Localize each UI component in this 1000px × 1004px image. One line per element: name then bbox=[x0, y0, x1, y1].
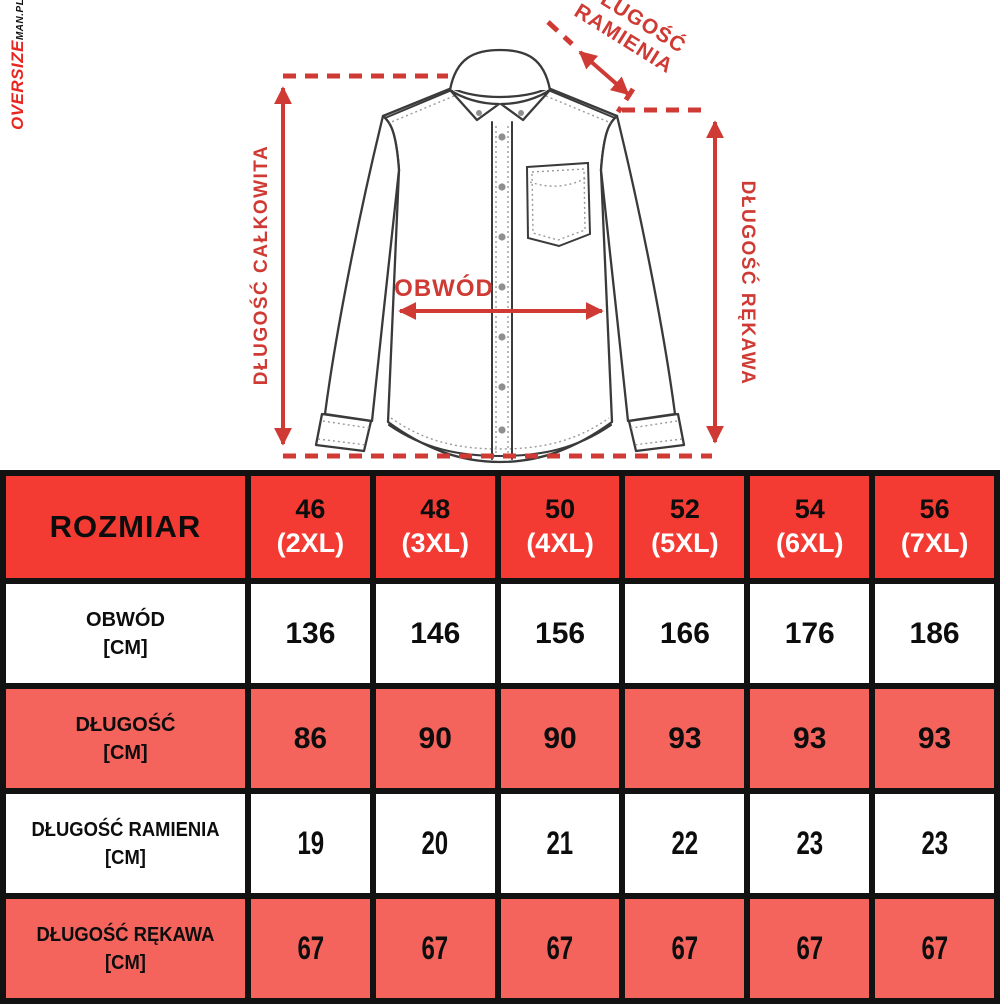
measurement-value: 166 bbox=[619, 578, 751, 689]
size-column-header: 56 (7XL) bbox=[869, 470, 1000, 584]
measurement-value: 67 bbox=[744, 893, 876, 1004]
shoulder-guide-upper bbox=[546, 20, 574, 46]
total-length-label: DŁUGOŚĆ CAŁKOWITA bbox=[250, 145, 272, 385]
measurement-value: 186 bbox=[869, 578, 1000, 689]
shirt-drawing bbox=[314, 48, 686, 464]
shirt-sleeve-left bbox=[323, 114, 401, 423]
shirt-cuff-right bbox=[627, 412, 686, 453]
size-column-header: 50 (4XL) bbox=[494, 470, 626, 584]
size-column-header: 48 (3XL) bbox=[369, 470, 501, 584]
shirt-illustration: DŁUGOŚĆ CAŁKOWITA DŁUGOŚĆ RAMIENIA DŁUGO… bbox=[250, 0, 759, 464]
table-row-dlugosc-ramienia: DŁUGOŚĆ RAMIENIA [CM] 19 20 21 22 23 23 bbox=[0, 788, 1000, 899]
measurement-value: 67 bbox=[619, 893, 751, 1004]
measurement-value: 67 bbox=[869, 893, 1000, 1004]
size-column-header: 52 (5XL) bbox=[619, 470, 751, 584]
measurement-value: 93 bbox=[744, 683, 876, 794]
table-row-dlugosc: DŁUGOŚĆ [CM] 86 90 90 93 93 93 bbox=[0, 683, 1000, 794]
measurement-label: OBWÓD [CM] bbox=[0, 578, 251, 689]
shirt-collar bbox=[448, 48, 552, 92]
measurement-value: 21 bbox=[494, 788, 626, 899]
shirt-pocket bbox=[525, 161, 592, 248]
rozmiar-header: ROZMIAR bbox=[0, 470, 251, 584]
measurement-value: 19 bbox=[245, 788, 376, 899]
measurement-value: 67 bbox=[245, 893, 376, 1004]
measurement-value: 136 bbox=[245, 578, 376, 689]
measurement-label: DŁUGOŚĆ RAMIENIA [CM] bbox=[0, 788, 251, 899]
measurement-value: 90 bbox=[494, 683, 626, 794]
measurement-value: 176 bbox=[744, 578, 876, 689]
chest-label: OBWÓD bbox=[394, 274, 494, 302]
measurement-value: 156 bbox=[494, 578, 626, 689]
measurement-value: 23 bbox=[744, 788, 876, 899]
measurement-value: 20 bbox=[369, 788, 501, 899]
shoulder-length-arrow bbox=[578, 50, 630, 96]
shirt-cuff-left bbox=[314, 412, 373, 453]
shirt-sleeve-right bbox=[599, 114, 677, 423]
measurement-value: 90 bbox=[369, 683, 501, 794]
measurement-label: DŁUGOŚĆ [CM] bbox=[0, 683, 251, 794]
measurement-label: DŁUGOŚĆ RĘKAWA [CM] bbox=[0, 893, 251, 1004]
measurement-value: 67 bbox=[494, 893, 626, 1004]
sleeve-length-label: DŁUGOŚĆ RĘKAWA bbox=[737, 181, 759, 386]
measurement-value: 22 bbox=[619, 788, 751, 899]
table-row-obwod: OBWÓD [CM] 136 146 156 166 176 186 bbox=[0, 578, 1000, 689]
size-column-header: 54 (6XL) bbox=[744, 470, 876, 584]
size-column-header: 46 (2XL) bbox=[245, 470, 376, 584]
measurement-value: 93 bbox=[619, 683, 751, 794]
shoulder-length-label: DŁUGOŚĆ RAMIENIA bbox=[570, 0, 690, 78]
shoulder-guide-lower bbox=[615, 87, 636, 114]
measurement-value: 67 bbox=[369, 893, 501, 1004]
measurement-value: 146 bbox=[369, 578, 501, 689]
measurement-value: 86 bbox=[245, 683, 376, 794]
table-header-row: ROZMIAR 46 (2XL) 48 (3XL) 50 (4XL) 52 (5… bbox=[0, 470, 1000, 584]
measurement-value: 23 bbox=[869, 788, 1000, 899]
table-row-dlugosc-rekawa: DŁUGOŚĆ RĘKAWA [CM] 67 67 67 67 67 67 bbox=[0, 893, 1000, 1004]
measurement-value: 93 bbox=[869, 683, 1000, 794]
size-table: ROZMIAR 46 (2XL) 48 (3XL) 50 (4XL) 52 (5… bbox=[0, 470, 1000, 1004]
